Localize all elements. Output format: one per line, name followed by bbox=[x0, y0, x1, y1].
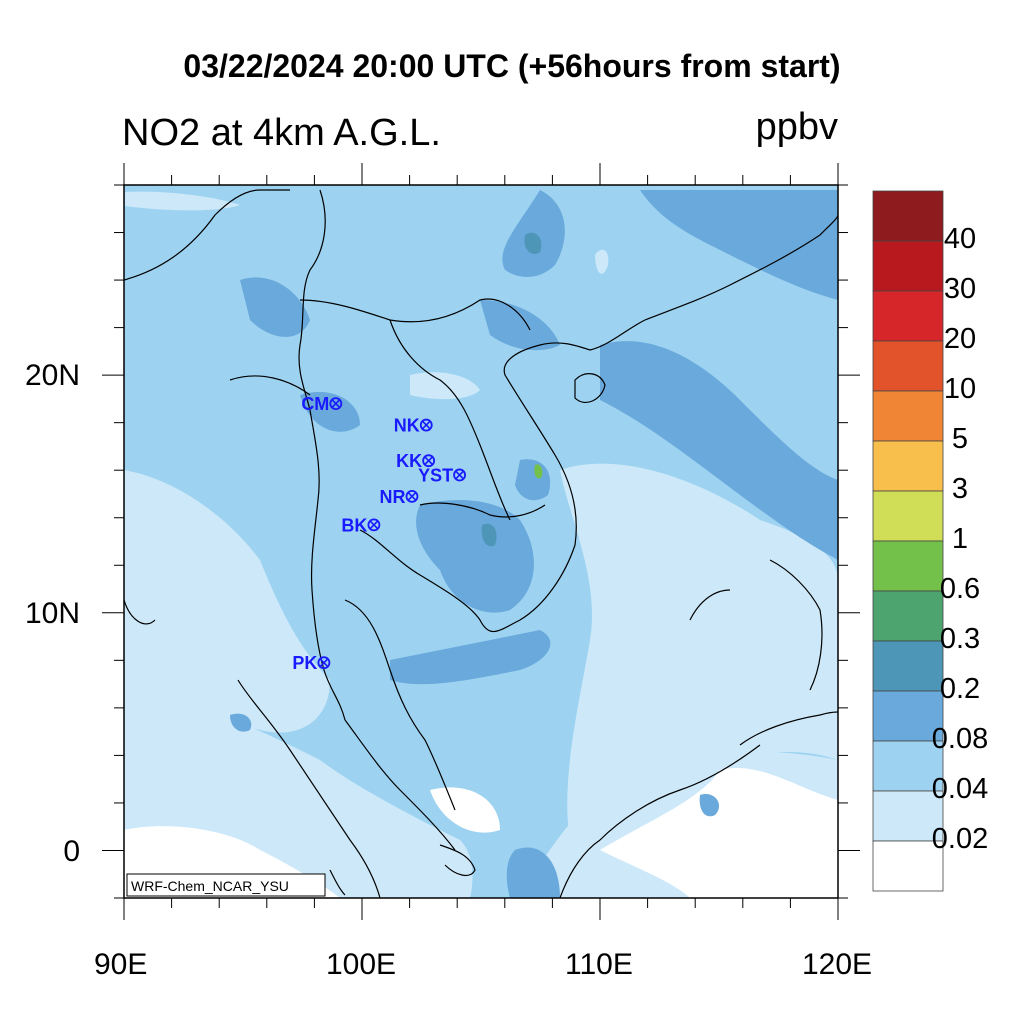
colorbar-label: 40 bbox=[943, 223, 977, 255]
colorbar-swatch bbox=[872, 740, 944, 792]
map-frame bbox=[123, 184, 839, 899]
colorbar-label: 10 bbox=[943, 373, 977, 405]
colorbar-swatch bbox=[872, 240, 944, 292]
station-marker-cross bbox=[369, 520, 379, 530]
colorbar-label: 3 bbox=[951, 473, 969, 505]
colorbar-label: 1 bbox=[951, 523, 969, 555]
station-marker-icon bbox=[419, 418, 433, 432]
units-label: ppbv bbox=[755, 106, 838, 148]
colorbar-swatch bbox=[872, 790, 944, 842]
station-kk: KK bbox=[396, 451, 436, 471]
colorbar-label: 5 bbox=[951, 423, 969, 455]
colorbar-swatch bbox=[872, 540, 944, 592]
x-tick-100E: 100E bbox=[326, 948, 397, 981]
station-bk: BK bbox=[341, 515, 381, 535]
station-yst: YST bbox=[418, 465, 466, 485]
station-marker-cross bbox=[407, 491, 417, 501]
x-tick-110E: 110E bbox=[565, 948, 633, 981]
colorbar-swatch bbox=[872, 390, 944, 442]
colorbar-label: 0.04 bbox=[931, 773, 989, 805]
coastlines bbox=[124, 189, 838, 898]
variable-subtitle: NO2 at 4km A.G.L. bbox=[122, 112, 441, 154]
y-tick-10N: 10N bbox=[24, 597, 80, 630]
colorbar-swatch bbox=[872, 340, 944, 392]
y-tick-20N: 20N bbox=[24, 359, 80, 392]
axis-ticks bbox=[102, 163, 860, 920]
colorbar bbox=[872, 190, 944, 892]
x-tick-90E: 90E bbox=[94, 948, 148, 981]
station-label: CM bbox=[301, 394, 329, 414]
station-label: BK bbox=[341, 515, 367, 535]
station-label: YST bbox=[418, 465, 453, 485]
station-label: PK bbox=[292, 653, 317, 673]
station-pk: PK bbox=[292, 653, 331, 673]
station-cm: CM bbox=[301, 394, 343, 414]
station-marker-cross bbox=[331, 399, 341, 409]
station-marker-cross bbox=[424, 456, 434, 466]
colorbar-swatch bbox=[872, 840, 944, 892]
station-marker-icon bbox=[453, 468, 466, 482]
station-marker-icon bbox=[367, 518, 381, 532]
y-tick-0: 0 bbox=[63, 835, 80, 868]
station-marker-icon bbox=[329, 397, 343, 411]
station-label: NK bbox=[394, 416, 420, 436]
concentration-field bbox=[124, 185, 838, 898]
colorbar-label: 0.2 bbox=[939, 673, 981, 705]
colorbar-swatch bbox=[872, 590, 944, 642]
station-nk: NK bbox=[394, 416, 433, 436]
model-label: WRF-Chem_NCAR_YSU bbox=[131, 878, 289, 894]
station-marker-cross bbox=[421, 420, 431, 430]
station-nr: NR bbox=[379, 487, 419, 507]
station-marker-cross bbox=[455, 470, 464, 480]
colorbar-label: 0.08 bbox=[931, 723, 989, 755]
colorbar-label: 20 bbox=[943, 323, 977, 355]
colorbar-label: 0.6 bbox=[939, 573, 981, 605]
station-marker-icon bbox=[422, 454, 436, 468]
model-label-box bbox=[126, 873, 326, 897]
station-marker-icon bbox=[317, 656, 331, 670]
figure-title: 03/22/2024 20:00 UTC (+56hours from star… bbox=[183, 48, 841, 84]
station-label: NR bbox=[379, 487, 405, 507]
colorbar-swatch bbox=[872, 690, 944, 742]
station-marker-icon bbox=[405, 489, 419, 503]
station-label: KK bbox=[396, 451, 422, 471]
station-marker-cross bbox=[319, 658, 329, 668]
colorbar-label: 0.02 bbox=[931, 823, 989, 855]
colorbar-label: 0.3 bbox=[939, 623, 981, 655]
colorbar-swatch bbox=[872, 440, 944, 492]
colorbar-swatch bbox=[872, 490, 944, 542]
colorbar-label: 30 bbox=[943, 273, 977, 305]
x-tick-120E: 120E bbox=[802, 948, 873, 981]
